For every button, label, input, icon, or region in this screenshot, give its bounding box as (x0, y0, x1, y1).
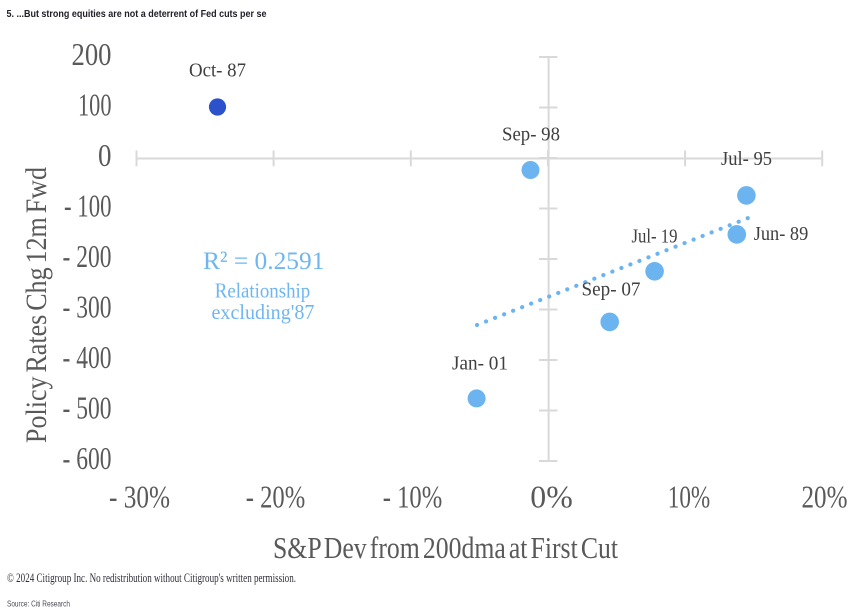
svg-text:0%: 0% (530, 480, 573, 515)
svg-text:Jan- 01: Jan- 01 (452, 353, 508, 375)
svg-text:100: 100 (78, 88, 112, 123)
svg-text:S&P Dev from 200dma at First C: S&P Dev from 200dma at First Cut (273, 530, 618, 565)
svg-text:- 100: - 100 (64, 189, 112, 224)
svg-text:0: 0 (98, 138, 112, 173)
svg-text:5. ...But strong equities are: 5. ...But strong equities are not a dete… (7, 9, 267, 20)
svg-text:Jun- 89: Jun- 89 (754, 223, 809, 245)
svg-text:- 20%: - 20% (246, 480, 306, 515)
svg-text:Oct- 87: Oct- 87 (189, 60, 246, 82)
svg-text:200: 200 (72, 37, 112, 72)
svg-text:- 10%: - 10% (383, 480, 443, 515)
svg-text:Sep- 07: Sep- 07 (582, 278, 641, 300)
svg-text:- 300: - 300 (63, 290, 112, 325)
svg-text:© 2024 Citigroup Inc. No redis: © 2024 Citigroup Inc. No redistribution … (7, 571, 296, 585)
svg-text:Source: Citi Research: Source: Citi Research (7, 599, 70, 609)
svg-text:Jul- 95: Jul- 95 (721, 148, 772, 170)
svg-text:10%: 10% (668, 480, 711, 515)
svg-text:- 600: - 600 (63, 441, 112, 476)
svg-text:- 30%: - 30% (109, 480, 170, 515)
svg-text:excluding'87: excluding'87 (212, 300, 315, 324)
svg-text:Relationship: Relationship (215, 279, 311, 303)
svg-text:Sep- 98: Sep- 98 (502, 124, 560, 146)
svg-text:Jul- 19: Jul- 19 (632, 226, 678, 248)
svg-text:- 500: - 500 (63, 391, 112, 426)
svg-text:- 200: - 200 (63, 239, 112, 274)
svg-text:- 400: - 400 (63, 340, 112, 375)
svg-text:Policy Rates Chg 12m Fwd: Policy Rates Chg 12m Fwd (20, 167, 53, 443)
svg-text:R² = 0.2591: R² = 0.2591 (203, 246, 325, 275)
svg-text:20%: 20% (802, 480, 848, 515)
